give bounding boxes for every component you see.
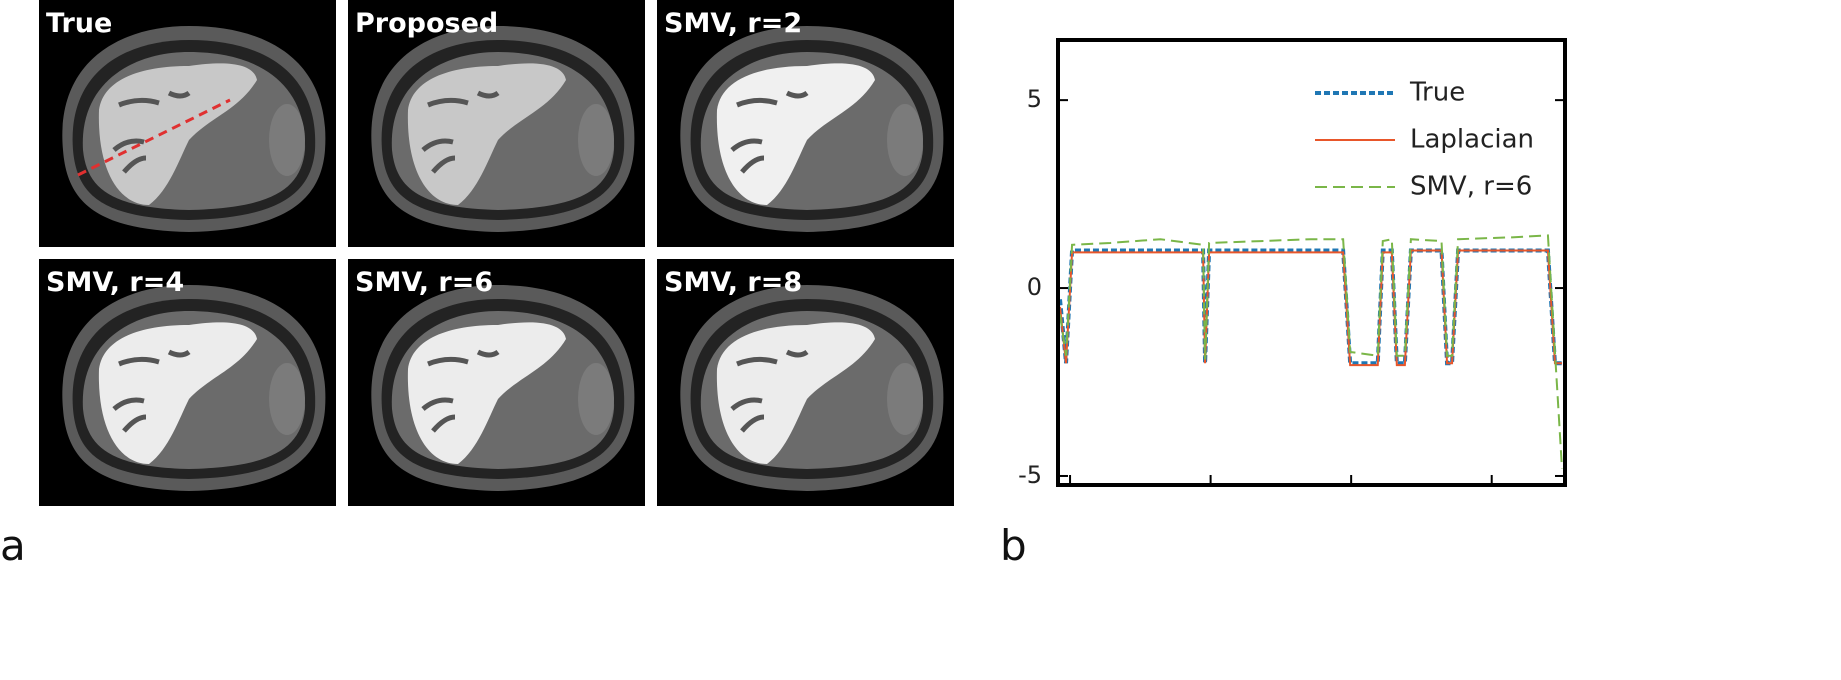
- panel-label: SMV, r=6: [355, 267, 493, 298]
- y-tick-label: 0: [1027, 273, 1042, 301]
- y-tick-label: 5: [1027, 85, 1042, 113]
- panel-label: SMV, r=2: [664, 8, 802, 39]
- panel-letter: b: [1000, 521, 1027, 570]
- profile-line: [77, 98, 231, 177]
- line-chart: 5 0 -5 True Laplacian SMV, r=6: [1018, 38, 1567, 489]
- legend-label: Laplacian: [1410, 125, 1534, 155]
- image-panels: True Proposed SMV, r=2 SMV, r=4 SMV, r=6…: [39, 0, 954, 506]
- series-line: [1058, 248, 1562, 366]
- y-tick-label: -5: [1018, 461, 1042, 489]
- panel-letter: a: [0, 521, 26, 570]
- legend-label: SMV, r=6: [1410, 172, 1532, 202]
- legend-label: True: [1409, 78, 1465, 108]
- series-line: [1059, 249, 1562, 367]
- panel-label: SMV, r=4: [46, 267, 184, 298]
- panel-label: SMV, r=8: [664, 267, 802, 298]
- panel-label: True: [46, 8, 112, 39]
- series-line: [1059, 234, 1563, 469]
- plot-frame: [1056, 38, 1567, 487]
- panel-label: Proposed: [355, 8, 498, 39]
